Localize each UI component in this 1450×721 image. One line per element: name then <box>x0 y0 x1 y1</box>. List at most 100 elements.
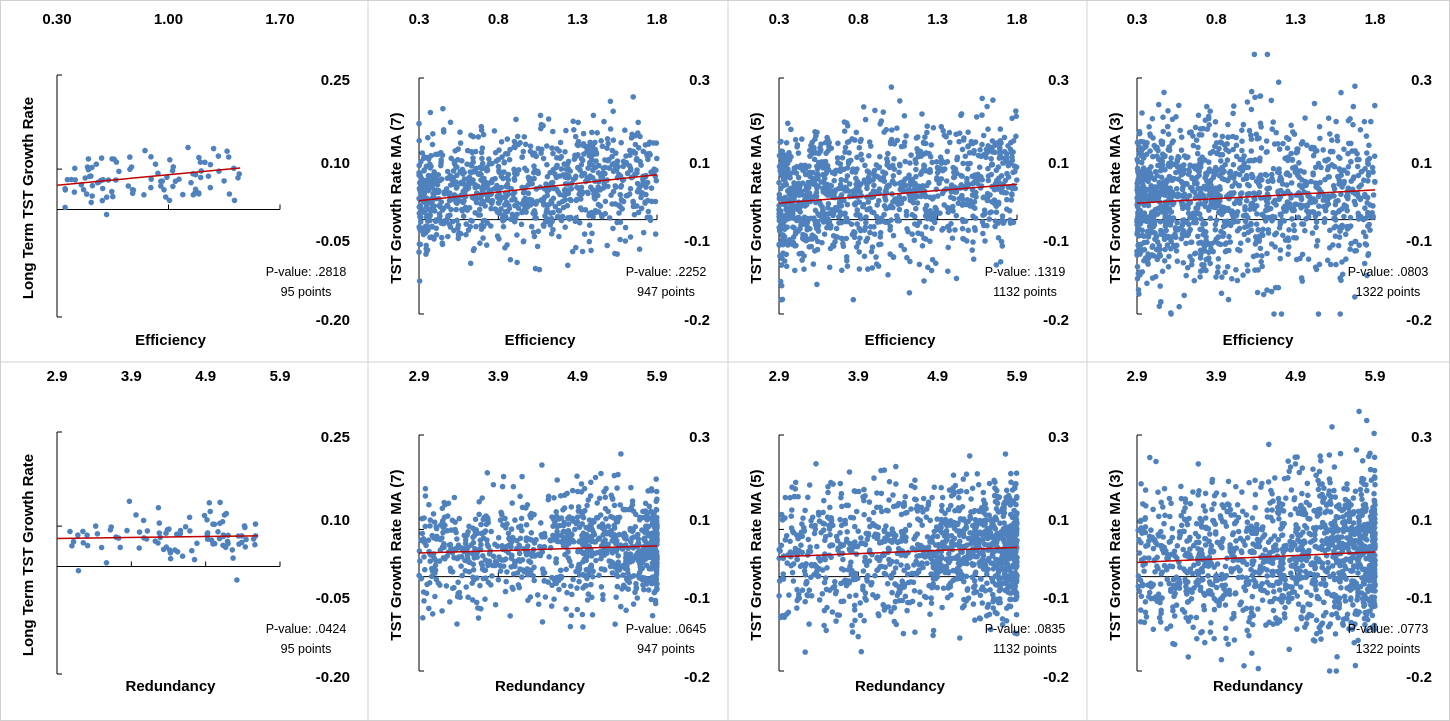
data-point <box>622 238 629 244</box>
data-point <box>609 153 615 160</box>
data-point <box>618 451 624 457</box>
data-point <box>432 567 439 573</box>
data-point <box>1257 245 1264 252</box>
data-point <box>1354 163 1361 170</box>
data-point <box>915 134 921 140</box>
data-point <box>589 594 595 601</box>
data-point <box>568 612 575 619</box>
data-point <box>440 127 447 133</box>
data-point <box>532 215 538 221</box>
data-point <box>1139 269 1146 275</box>
data-point <box>1013 470 1020 477</box>
data-point <box>1168 155 1174 161</box>
data-point <box>565 521 572 527</box>
data-point <box>646 515 652 522</box>
data-point <box>82 175 88 181</box>
data-point <box>454 164 460 170</box>
data-point <box>565 158 572 165</box>
data-point <box>441 541 447 547</box>
data-point <box>179 553 186 559</box>
data-point <box>482 567 489 573</box>
data-point <box>1356 184 1362 190</box>
data-point <box>1206 249 1212 256</box>
data-point <box>927 238 933 245</box>
data-point <box>1288 180 1295 186</box>
data-point <box>605 140 611 147</box>
data-point <box>871 209 877 216</box>
data-point <box>553 556 559 562</box>
data-point <box>988 156 994 162</box>
data-point <box>578 184 585 191</box>
data-point <box>598 138 604 144</box>
data-point <box>786 592 792 598</box>
data-point <box>1157 283 1163 289</box>
data-point <box>224 538 231 545</box>
data-point <box>478 541 484 548</box>
data-point <box>639 565 646 572</box>
data-point <box>808 593 815 599</box>
data-point <box>580 550 586 557</box>
data-point <box>875 263 882 269</box>
data-point <box>593 557 599 564</box>
data-point <box>1345 164 1352 170</box>
data-point <box>568 563 575 569</box>
data-point <box>570 118 576 125</box>
data-point <box>1311 100 1318 107</box>
data-point <box>549 514 555 520</box>
data-point <box>902 176 909 182</box>
data-point <box>550 128 556 135</box>
data-point <box>1345 195 1351 202</box>
data-point <box>1236 225 1243 232</box>
data-point <box>1144 140 1150 146</box>
data-point <box>1008 150 1015 156</box>
data-point <box>856 249 862 255</box>
data-point <box>1139 110 1145 116</box>
data-point <box>653 167 659 173</box>
data-point <box>972 617 978 623</box>
data-point <box>960 160 966 167</box>
data-point <box>158 178 164 185</box>
data-point <box>1145 187 1152 193</box>
data-point <box>518 515 525 522</box>
data-point <box>647 152 653 158</box>
data-point <box>649 519 656 525</box>
data-point <box>854 221 860 227</box>
data-point <box>144 528 151 534</box>
x-tick-label: 0.30 <box>42 11 71 28</box>
data-point <box>1369 164 1376 171</box>
data-point <box>929 225 935 232</box>
data-point <box>155 170 161 177</box>
data-point <box>812 207 819 214</box>
data-point <box>614 219 620 226</box>
data-point <box>530 169 537 176</box>
data-point <box>633 585 640 592</box>
data-point <box>1181 167 1187 173</box>
data-point <box>148 184 154 191</box>
data-point <box>877 234 884 240</box>
data-point <box>1187 199 1194 206</box>
data-point <box>523 537 530 544</box>
data-point <box>1258 124 1264 130</box>
data-point <box>109 188 115 195</box>
data-point <box>456 230 462 236</box>
data-point <box>1008 479 1014 486</box>
data-point <box>1208 240 1215 247</box>
data-point <box>453 545 459 552</box>
data-point <box>563 606 569 612</box>
data-point <box>541 543 548 550</box>
x-axis-label: Efficiency <box>1223 332 1295 349</box>
data-point <box>425 537 432 543</box>
y-axis-label: Long Term TST Growth Rate <box>20 454 37 656</box>
data-point <box>1316 261 1323 268</box>
data-point <box>1363 133 1370 139</box>
data-point <box>781 233 788 240</box>
data-point <box>1217 186 1223 192</box>
data-point <box>98 544 105 551</box>
data-point <box>1313 243 1320 249</box>
data-point <box>1320 147 1326 153</box>
x-tick-label: 1.8 <box>647 11 668 28</box>
data-point <box>567 168 573 174</box>
data-point <box>1134 263 1141 270</box>
data-point <box>1346 140 1352 147</box>
